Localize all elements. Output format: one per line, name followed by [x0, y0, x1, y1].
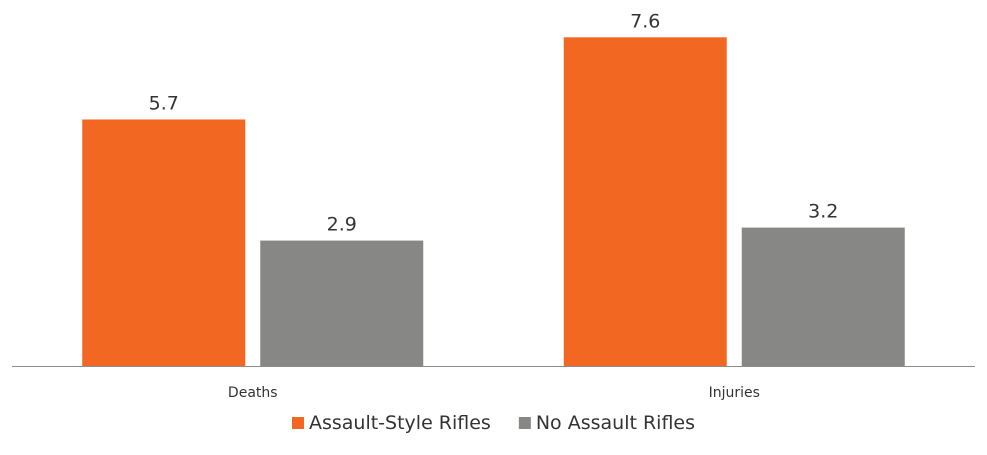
legend: Assault-Style Rifles No Assault Rifles: [291, 412, 695, 434]
legend-label-1: No Assault Rifles: [536, 412, 695, 434]
legend-label-0: Assault-Style Rifles: [309, 412, 491, 434]
data-label-injuries-series-1: 3.2: [808, 201, 838, 223]
bar-deaths-series-1: [260, 240, 424, 366]
data-label-deaths-series-1: 2.9: [327, 214, 357, 236]
category-labels-layer: Deaths Injuries: [228, 385, 760, 401]
legend-item-1: No Assault Rifles: [518, 412, 695, 434]
legend-item-0: Assault-Style Rifles: [291, 412, 491, 434]
bars-layer: [82, 37, 905, 367]
bar-deaths-series-0: [82, 119, 246, 366]
legend-swatch-0: [291, 417, 304, 429]
category-label-injuries: Injuries: [709, 385, 760, 401]
category-label-deaths: Deaths: [228, 385, 278, 401]
bar-injuries-series-1: [741, 227, 905, 366]
data-labels-layer: 5.7 2.9 7.6 3.2: [149, 10, 839, 235]
data-label-injuries-series-0: 7.6: [630, 10, 660, 32]
data-label-deaths-series-0: 5.7: [149, 92, 179, 114]
bar-injuries-series-0: [563, 37, 727, 367]
legend-swatch-1: [518, 417, 531, 429]
